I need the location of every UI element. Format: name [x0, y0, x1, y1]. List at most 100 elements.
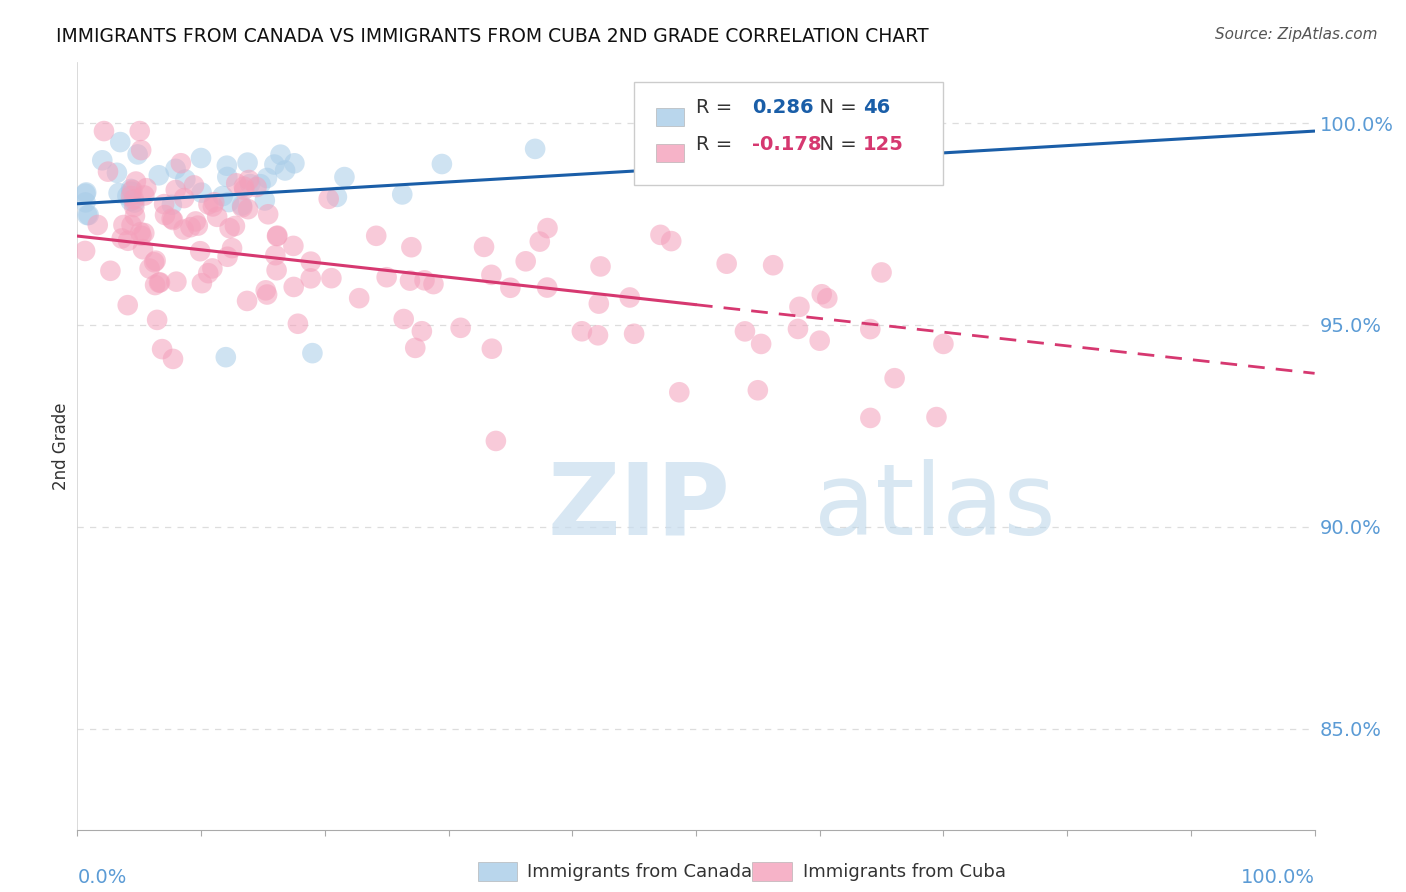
- Point: [789, 300, 811, 314]
- Point: [283, 280, 305, 294]
- Point: [117, 189, 139, 203]
- Point: [659, 234, 682, 248]
- Text: atlas: atlas: [814, 458, 1054, 556]
- Point: [221, 241, 243, 255]
- Point: [734, 325, 756, 339]
- Point: [224, 219, 246, 233]
- Point: [197, 266, 219, 280]
- Point: [392, 312, 415, 326]
- Point: [97, 164, 120, 178]
- Point: [256, 171, 278, 186]
- Point: [202, 195, 225, 210]
- Point: [762, 258, 785, 272]
- Point: [111, 231, 134, 245]
- Point: [117, 298, 139, 312]
- Point: [138, 261, 160, 276]
- Point: [287, 317, 309, 331]
- Point: [218, 221, 240, 235]
- Point: [107, 186, 129, 200]
- Y-axis label: 2nd Grade: 2nd Grade: [52, 402, 70, 490]
- Point: [174, 172, 197, 186]
- Point: [787, 322, 810, 336]
- Point: [651, 134, 673, 148]
- Text: 0.0%: 0.0%: [77, 869, 127, 888]
- Point: [266, 228, 288, 243]
- Point: [134, 188, 156, 202]
- Point: [143, 255, 166, 269]
- Point: [239, 177, 262, 191]
- Point: [815, 291, 838, 305]
- Point: [170, 156, 193, 170]
- Point: [148, 168, 170, 182]
- Point: [134, 226, 156, 240]
- Text: Immigrants from Canada: Immigrants from Canada: [527, 863, 752, 881]
- Point: [125, 175, 148, 189]
- Point: [366, 228, 388, 243]
- Point: [148, 276, 170, 290]
- Point: [716, 257, 738, 271]
- Point: [184, 214, 207, 228]
- Text: ZIP: ZIP: [547, 458, 730, 556]
- Point: [263, 157, 285, 171]
- Point: [257, 207, 280, 221]
- Point: [859, 322, 882, 336]
- Point: [120, 182, 142, 196]
- Point: [450, 321, 472, 335]
- Point: [589, 260, 612, 274]
- Point: [165, 161, 187, 176]
- Point: [149, 276, 172, 290]
- Point: [105, 166, 128, 180]
- Point: [481, 268, 503, 282]
- Point: [808, 334, 831, 348]
- Point: [283, 239, 305, 253]
- Point: [299, 271, 322, 285]
- Point: [413, 273, 436, 287]
- Point: [191, 276, 214, 290]
- Point: [160, 198, 183, 212]
- Point: [110, 135, 132, 149]
- Point: [77, 208, 100, 222]
- Point: [650, 227, 672, 242]
- Point: [122, 192, 145, 206]
- Point: [870, 265, 893, 279]
- Point: [375, 270, 398, 285]
- Point: [925, 410, 948, 425]
- Point: [623, 326, 645, 341]
- Point: [75, 186, 97, 200]
- Point: [401, 240, 423, 254]
- Point: [499, 281, 522, 295]
- Point: [264, 248, 287, 262]
- Point: [668, 385, 690, 400]
- Point: [121, 183, 143, 197]
- Point: [205, 210, 228, 224]
- Point: [422, 277, 444, 291]
- Point: [217, 169, 239, 184]
- Point: [121, 218, 143, 232]
- Point: [153, 197, 176, 211]
- Point: [127, 147, 149, 161]
- Point: [536, 221, 558, 235]
- Point: [588, 296, 610, 310]
- Text: 0.286: 0.286: [752, 98, 813, 117]
- Text: N =: N =: [807, 135, 863, 154]
- Point: [231, 200, 253, 214]
- Point: [524, 142, 547, 156]
- Point: [187, 219, 209, 233]
- Point: [135, 181, 157, 195]
- Point: [225, 176, 247, 190]
- Point: [333, 170, 356, 185]
- Point: [215, 350, 238, 364]
- Point: [215, 159, 238, 173]
- Point: [283, 156, 305, 170]
- Point: [183, 178, 205, 193]
- Point: [256, 287, 278, 301]
- Point: [146, 313, 169, 327]
- Point: [190, 151, 212, 165]
- Point: [173, 191, 195, 205]
- Point: [201, 261, 224, 276]
- Point: [236, 293, 259, 308]
- Point: [76, 208, 98, 222]
- Point: [529, 235, 551, 249]
- Point: [772, 144, 794, 158]
- Point: [180, 220, 202, 235]
